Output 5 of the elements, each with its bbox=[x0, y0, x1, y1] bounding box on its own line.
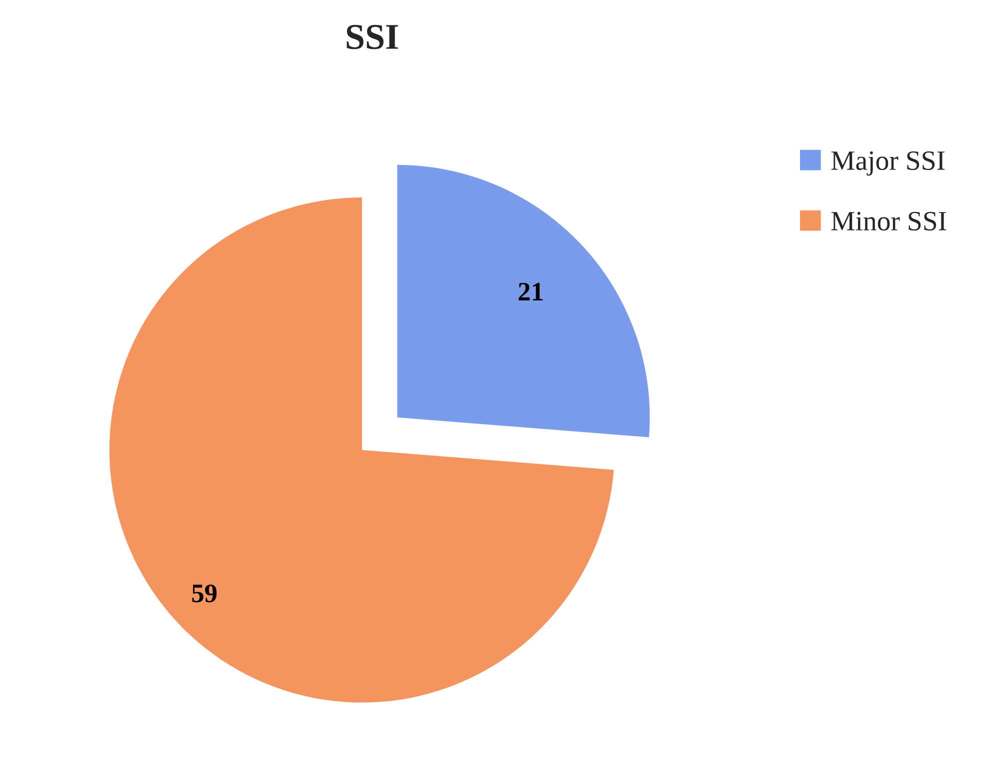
legend-label: Minor SSI bbox=[831, 212, 946, 231]
data-label: 59 bbox=[192, 584, 217, 602]
legend-label: Major SSI bbox=[831, 151, 945, 176]
chart-title: SSI bbox=[346, 24, 398, 50]
data-label: 21 bbox=[518, 282, 543, 300]
